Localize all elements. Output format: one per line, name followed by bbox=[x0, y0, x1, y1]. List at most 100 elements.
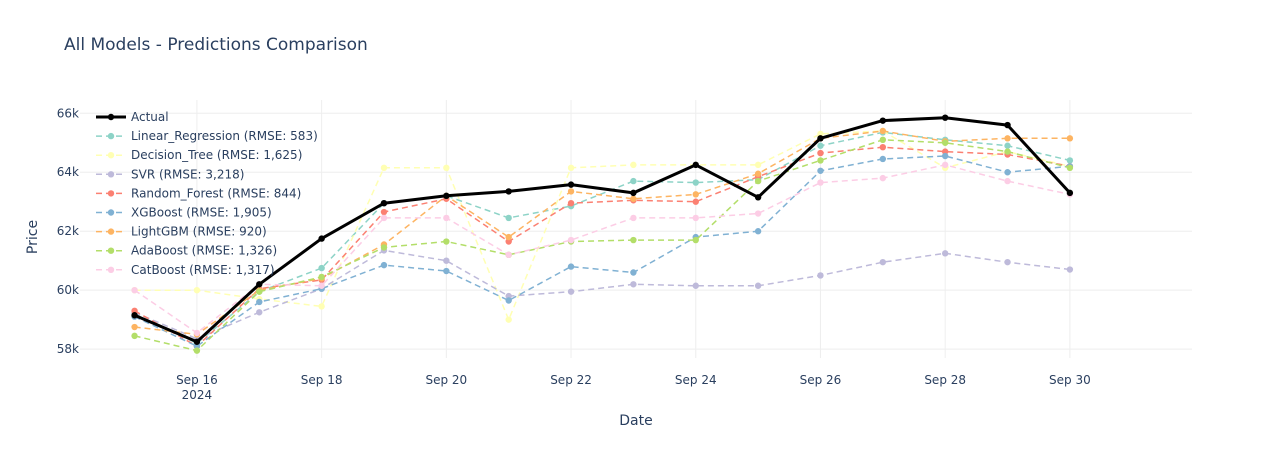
data-point-adaboost bbox=[879, 136, 887, 144]
data-point-svr bbox=[941, 250, 949, 257]
data-point-lightgbm bbox=[567, 188, 575, 195]
series-line-random-forest bbox=[134, 146, 1071, 347]
data-point-adaboost bbox=[692, 236, 699, 244]
data-point-decision-tree bbox=[754, 161, 762, 169]
legend-swatch-marker bbox=[107, 171, 115, 178]
data-point-lightgbm bbox=[1004, 135, 1011, 142]
data-point-actual bbox=[380, 200, 388, 207]
data-point-xgboost bbox=[941, 152, 949, 160]
legend-item-xgboost[interactable]: XGBoost (RMSE: 1,905) bbox=[96, 206, 272, 220]
data-point-actual bbox=[692, 161, 699, 169]
data-point-catboost bbox=[1004, 177, 1011, 185]
x-tick-sublabel: 2024 bbox=[182, 388, 213, 402]
data-point-xgboost bbox=[1004, 169, 1011, 176]
data-point-decision-tree bbox=[380, 164, 388, 172]
data-point-xgboost bbox=[567, 263, 575, 270]
legend-label: XGBoost (RMSE: 1,905) bbox=[131, 206, 272, 220]
data-point-linear-regression bbox=[630, 177, 637, 185]
data-point-adaboost bbox=[941, 139, 949, 146]
data-point-catboost bbox=[131, 286, 138, 294]
data-point-svr bbox=[256, 309, 263, 316]
data-point-actual bbox=[879, 117, 887, 124]
x-tick-label: Sep 28 bbox=[924, 373, 966, 387]
data-point-svr bbox=[879, 258, 887, 266]
legend-swatch-marker bbox=[107, 266, 115, 273]
data-point-decision-tree bbox=[318, 303, 325, 310]
data-point-linear-regression bbox=[318, 264, 325, 272]
x-tick-label: Sep 20 bbox=[425, 373, 467, 387]
x-tick-label: Sep 16 bbox=[176, 373, 218, 387]
legend-item-linear-regression[interactable]: Linear_Regression (RMSE: 583) bbox=[96, 129, 318, 143]
data-point-catboost bbox=[879, 174, 887, 182]
legend-item-decision-tree[interactable]: Decision_Tree (RMSE: 1,625) bbox=[96, 148, 302, 162]
data-point-lightgbm bbox=[692, 191, 699, 198]
data-point-adaboost bbox=[193, 347, 201, 354]
data-point-xgboost bbox=[256, 298, 263, 306]
data-point-actual bbox=[131, 312, 138, 319]
data-point-lightgbm bbox=[879, 127, 887, 135]
data-point-xgboost bbox=[754, 228, 762, 235]
data-point-random-forest bbox=[131, 307, 138, 315]
y-tick-label: 66k bbox=[57, 106, 79, 120]
x-tick-label: Sep 22 bbox=[550, 373, 592, 387]
y-axis-title: Price bbox=[25, 220, 41, 254]
data-point-xgboost bbox=[443, 267, 450, 275]
data-point-linear-regression bbox=[1004, 142, 1011, 149]
data-point-linear-regression bbox=[505, 214, 512, 222]
data-point-actual bbox=[754, 194, 762, 201]
legend-item-lightgbm[interactable]: LightGBM (RMSE: 920) bbox=[96, 225, 267, 239]
data-point-xgboost bbox=[380, 261, 388, 269]
legend[interactable]: Actual Linear_Regression (RMSE: 583) Decis… bbox=[96, 110, 318, 277]
legend-item-actual[interactable]: Actual bbox=[96, 110, 169, 124]
data-point-random-forest bbox=[879, 143, 887, 151]
data-point-svr bbox=[567, 288, 575, 295]
data-point-catboost bbox=[817, 179, 824, 186]
chart-title: All Models - Predictions Comparison bbox=[64, 35, 368, 55]
x-tick-label: Sep 24 bbox=[675, 373, 717, 387]
series-catboost bbox=[131, 161, 1074, 337]
data-point-xgboost bbox=[879, 155, 887, 163]
x-tick-label: Sep 26 bbox=[800, 373, 842, 387]
data-point-actual bbox=[443, 192, 450, 200]
legend-item-catboost[interactable]: CatBoost (RMSE: 1,317) bbox=[96, 263, 275, 277]
data-point-catboost bbox=[443, 214, 450, 222]
data-point-linear-regression bbox=[817, 142, 824, 149]
data-point-svr bbox=[692, 282, 699, 289]
data-point-lightgbm bbox=[131, 323, 138, 331]
data-point-catboost bbox=[941, 161, 949, 169]
legend-label: SVR (RMSE: 3,218) bbox=[131, 167, 244, 181]
legend-item-random-forest[interactable]: Random_Forest (RMSE: 844) bbox=[96, 186, 301, 200]
data-point-catboost bbox=[505, 251, 512, 258]
data-point-random-forest bbox=[941, 148, 949, 155]
data-point-actual bbox=[817, 135, 824, 142]
legend-label: LightGBM (RMSE: 920) bbox=[131, 225, 267, 239]
data-point-decision-tree bbox=[193, 286, 201, 294]
legend-label: Random_Forest (RMSE: 844) bbox=[131, 186, 301, 200]
x-tick-label: Sep 18 bbox=[301, 373, 343, 387]
data-point-decision-tree bbox=[505, 316, 512, 323]
y-tick-label: 60k bbox=[57, 283, 79, 297]
legend-swatch-marker bbox=[107, 113, 115, 121]
data-point-actual bbox=[193, 338, 201, 345]
data-point-svr bbox=[754, 282, 762, 289]
data-point-svr bbox=[1004, 258, 1011, 266]
data-point-svr bbox=[443, 257, 450, 264]
data-point-lightgbm bbox=[630, 195, 637, 202]
series-actual bbox=[131, 114, 1074, 345]
data-point-adaboost bbox=[1004, 148, 1011, 155]
data-point-svr bbox=[817, 272, 824, 279]
data-point-lightgbm bbox=[1066, 135, 1074, 142]
data-point-catboost bbox=[692, 214, 699, 222]
data-point-decision-tree bbox=[817, 130, 824, 138]
data-point-xgboost bbox=[193, 343, 201, 350]
data-point-adaboost bbox=[630, 236, 637, 244]
series-line-actual bbox=[134, 116, 1072, 344]
data-point-actual bbox=[567, 181, 575, 188]
legend-item-adaboost[interactable]: AdaBoost (RMSE: 1,326) bbox=[96, 244, 277, 258]
data-point-random-forest bbox=[505, 238, 512, 245]
legend-item-svr[interactable]: SVR (RMSE: 3,218) bbox=[96, 167, 244, 181]
series-line-decision-tree bbox=[134, 130, 1071, 321]
